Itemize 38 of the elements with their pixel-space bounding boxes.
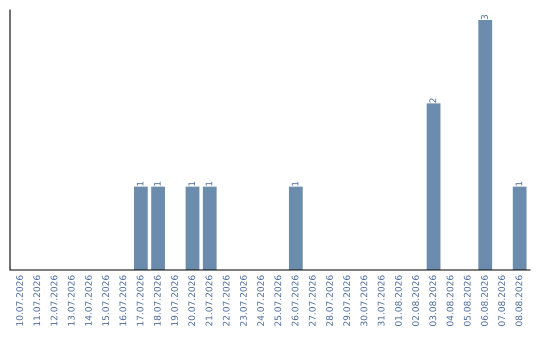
x-tick-label: 11.07.2026 — [33, 275, 40, 326]
data-label: 3 — [481, 14, 488, 20]
x-tick-label: 13.07.2026 — [68, 275, 75, 326]
x-tick-label: 05.08.2026 — [464, 275, 471, 326]
x-tick-label: 23.07.2026 — [240, 275, 247, 326]
x-tick-label: 27.07.2026 — [308, 275, 316, 326]
x-tick-label: 14.07.2026 — [84, 275, 92, 326]
x-tick-label: 04.08.2026 — [446, 275, 454, 326]
x-tick-label: 02.08.2026 — [412, 275, 419, 326]
x-tick-label: 12.07.2026 — [50, 275, 58, 326]
data-label: 1 — [188, 182, 196, 186]
x-tick-label: 19.07.2026 — [171, 275, 178, 326]
x-tick-label: 15.07.2026 — [102, 275, 110, 326]
data-label: 1 — [516, 182, 522, 186]
x-tick-label: 24.07.2026 — [257, 275, 264, 326]
data-label: 1 — [136, 182, 144, 186]
x-tick-label: 22.07.2026 — [222, 275, 230, 326]
x-tick-label: 10.07.2026 — [16, 275, 23, 326]
x-tick-label: 03.08.2026 — [429, 275, 436, 326]
x-tick-label: 26.07.2026 — [292, 275, 298, 326]
data-label: 1 — [206, 182, 212, 186]
data-label: 1 — [292, 182, 298, 186]
x-tick-label: 30.07.2026 — [360, 275, 368, 326]
x-tick-label: 08.08.2026 — [515, 275, 522, 326]
x-tick-label: 17.07.2026 — [136, 275, 144, 326]
x-tick-label: 01.08.2026 — [394, 275, 402, 326]
x-tick-label: 20.07.2026 — [188, 275, 196, 326]
x-tick-label: 28.07.2026 — [326, 275, 333, 326]
data-label: 2 — [429, 98, 436, 103]
x-tick-label: 07.08.2026 — [498, 275, 506, 326]
data-label: 1 — [154, 182, 161, 186]
x-tick-label: 29.07.2026 — [343, 275, 350, 326]
x-tick-label: 21.07.2026 — [206, 275, 212, 326]
x-tick-label: 16.07.2026 — [119, 275, 126, 326]
x-tick-label: 06.08.2026 — [481, 275, 488, 326]
x-tick-label: 25.07.2026 — [274, 275, 282, 326]
x-tick-label: 31.07.2026 — [378, 275, 385, 326]
x-tick-label: 18.07.2026 — [154, 275, 161, 326]
